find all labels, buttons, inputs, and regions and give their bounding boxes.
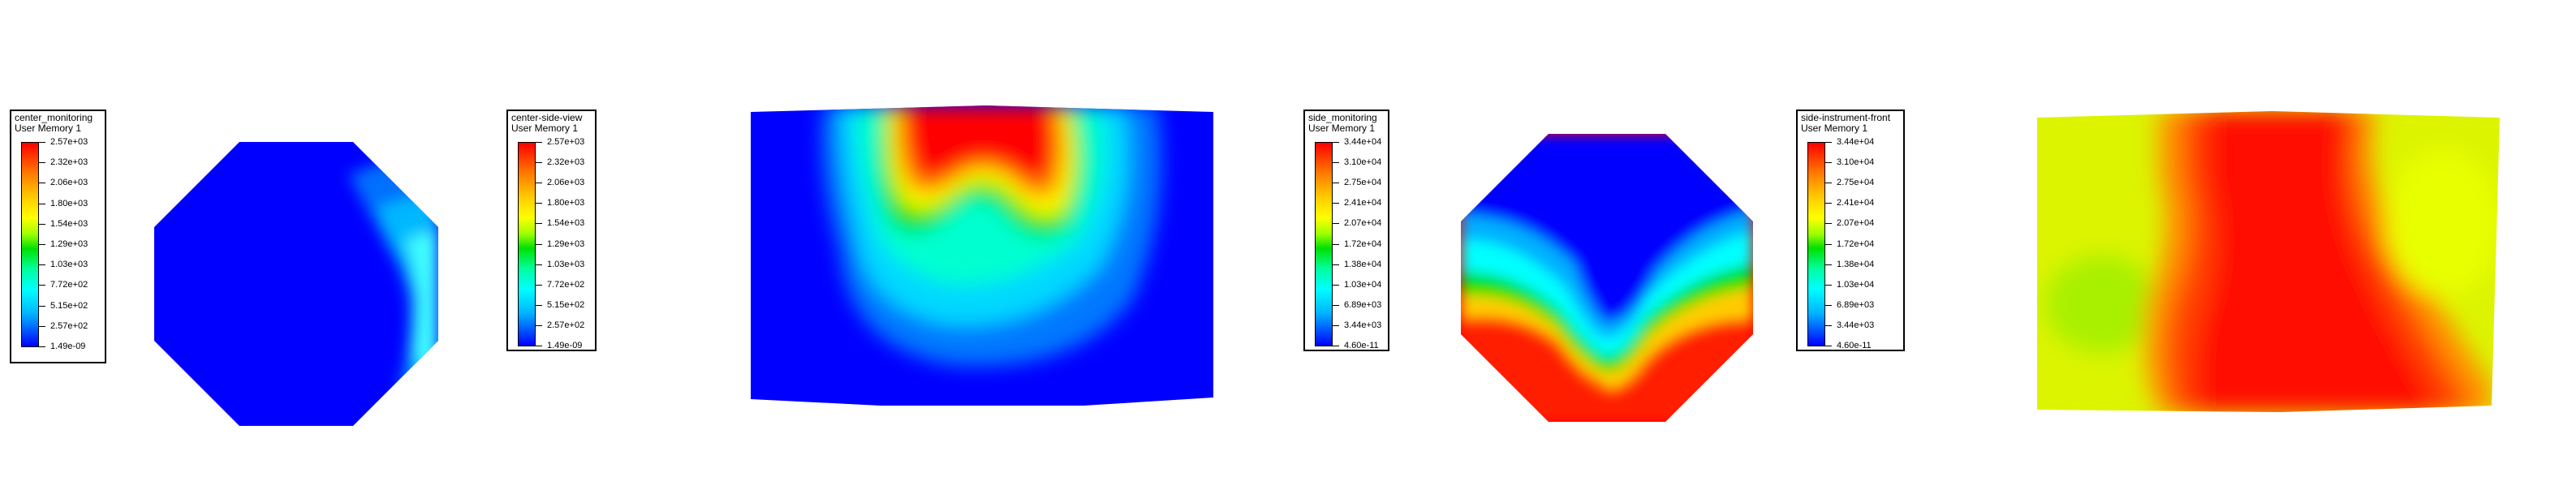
legend-side-monitoring: side_monitoring User Memory 1 3.44e+04 3.1…: [1303, 110, 1389, 351]
legend-tick-label: 1.29e+03: [50, 239, 88, 249]
legend-tick-label: 2.75e+04: [1344, 178, 1382, 188]
legend-tick-label: 3.10e+04: [1837, 157, 1875, 168]
legend-tick: [1333, 223, 1339, 225]
legend-tick: [1333, 304, 1339, 306]
legend-tick: [1333, 243, 1339, 245]
legend-tick-label: 2.06e+03: [50, 178, 88, 188]
legend-tick-label: 1.72e+04: [1837, 238, 1875, 249]
contour-plot-center-monitoring: [154, 142, 438, 426]
legend-tick-label: 2.57e+02: [50, 320, 88, 331]
colorbar: [21, 142, 39, 347]
legend-tick-label: 1.80e+03: [50, 198, 88, 208]
legend-tick: [1333, 203, 1339, 204]
legend-tick-label: 6.89e+03: [1344, 299, 1382, 310]
legend-tick-label: 2.06e+03: [547, 178, 585, 188]
legend-tick: [536, 284, 542, 286]
legend-tick-label: 2.57e+02: [547, 320, 585, 330]
contour-plot-center-side-view: [751, 105, 1213, 406]
legend-tick-label: 2.41e+04: [1344, 198, 1382, 208]
legend-tick-label: 1.03e+04: [1344, 279, 1382, 290]
legend-tick: [1825, 304, 1832, 306]
legend-tick: [39, 264, 45, 266]
legend-title: side_monitoring User Memory 1: [1308, 112, 1377, 134]
legend-center-side-view: center-side-view User Memory 1 2.57e+03 2.…: [506, 110, 597, 351]
legend-center-monitoring: center_monitoring User Memory 1 2.57e+03 2…: [10, 110, 106, 363]
legend-tick: [1825, 223, 1832, 225]
legend-tick-label: 1.49e-09: [50, 342, 86, 351]
legend-tick-label: 3.44e+03: [1344, 320, 1382, 330]
legend-tick: [1333, 142, 1339, 143]
legend-tick: [536, 203, 542, 204]
legend-tick-label: 2.57e+03: [547, 137, 585, 147]
legend-tick: [1825, 284, 1832, 286]
legend-tick-label: 1.54e+03: [547, 218, 585, 229]
legend-tick-label: 2.07e+04: [1344, 218, 1382, 229]
legend-side-instrument-front: side-instrument-front User Memory 1 3.44e…: [1796, 110, 1905, 351]
legend-tick: [536, 264, 542, 265]
legend-tick: [1825, 264, 1832, 265]
legend-tick-label: 2.32e+03: [547, 157, 585, 168]
legend-tick: [39, 305, 45, 307]
legend-tick-label: 5.15e+02: [50, 300, 88, 311]
colorbar: [1315, 142, 1333, 346]
legend-tick: [1825, 162, 1832, 164]
legend-tick-label: 1.03e+03: [547, 259, 585, 269]
legend-tick-label: 1.80e+03: [547, 198, 585, 208]
legend-tick-label: 7.72e+02: [547, 279, 585, 290]
legend-tick-label: 4.60e-11: [1837, 341, 1872, 350]
legend-tick: [39, 223, 45, 225]
legend-tick-label: 2.07e+04: [1837, 218, 1875, 229]
legend-tick-label: 1.38e+04: [1344, 259, 1382, 269]
legend-tick: [39, 325, 45, 327]
legend-tick: [536, 243, 542, 245]
legend-tick: [1825, 142, 1832, 143]
legend-tick-label: 5.15e+02: [547, 299, 585, 310]
legend-title: center_monitoring User Memory 1: [15, 112, 93, 134]
legend-tick: [1825, 203, 1832, 204]
legend-tick-label: 7.72e+02: [50, 280, 88, 290]
colorbar: [518, 142, 536, 346]
legend-tick-label: 2.75e+04: [1837, 178, 1875, 188]
legend-tick: [536, 304, 542, 306]
legend-tick-label: 1.29e+03: [547, 238, 585, 249]
legend-tick-label: 2.32e+03: [50, 157, 88, 168]
legend-tick-label: 1.03e+04: [1837, 279, 1875, 290]
legend-tick-label: 3.44e+04: [1837, 137, 1875, 147]
contour-plot-side-monitoring: [1461, 134, 1753, 422]
legend-tick-label: 1.38e+04: [1837, 259, 1875, 269]
legend-tick: [1825, 243, 1832, 245]
legend-tick-label: 1.49e-09: [547, 341, 583, 350]
legend-tick-label: 4.60e-11: [1344, 341, 1379, 350]
legend-title: side-instrument-front User Memory 1: [1801, 112, 1891, 134]
legend-tick-label: 2.41e+04: [1837, 198, 1875, 208]
legend-tick: [1333, 162, 1339, 164]
legend-tick: [39, 162, 45, 164]
legend-tick-label: 1.03e+03: [50, 260, 88, 270]
legend-tick: [1333, 324, 1339, 326]
legend-tick: [536, 223, 542, 225]
legend-tick-label: 3.44e+03: [1837, 320, 1875, 330]
legend-tick-label: 3.10e+04: [1344, 157, 1382, 168]
legend-tick: [1825, 324, 1832, 326]
legend-tick-label: 1.72e+04: [1344, 238, 1382, 249]
legend-tick: [39, 285, 45, 286]
legend-tick: [39, 244, 45, 245]
legend-title: center-side-view User Memory 1: [511, 112, 583, 134]
legend-tick: [536, 162, 542, 164]
legend-tick: [536, 324, 542, 326]
legend-tick-label: 1.54e+03: [50, 218, 88, 229]
contour-plot-side-instrument-front: [2037, 111, 2500, 412]
legend-tick: [1333, 264, 1339, 265]
legend-tick-label: 2.57e+03: [50, 137, 88, 147]
colorbar: [1807, 142, 1825, 346]
legend-tick: [39, 142, 45, 143]
legend-tick-label: 6.89e+03: [1837, 299, 1875, 310]
legend-tick: [536, 142, 542, 143]
legend-tick: [1333, 284, 1339, 286]
legend-tick-label: 3.44e+04: [1344, 137, 1382, 147]
legend-tick: [39, 346, 45, 347]
